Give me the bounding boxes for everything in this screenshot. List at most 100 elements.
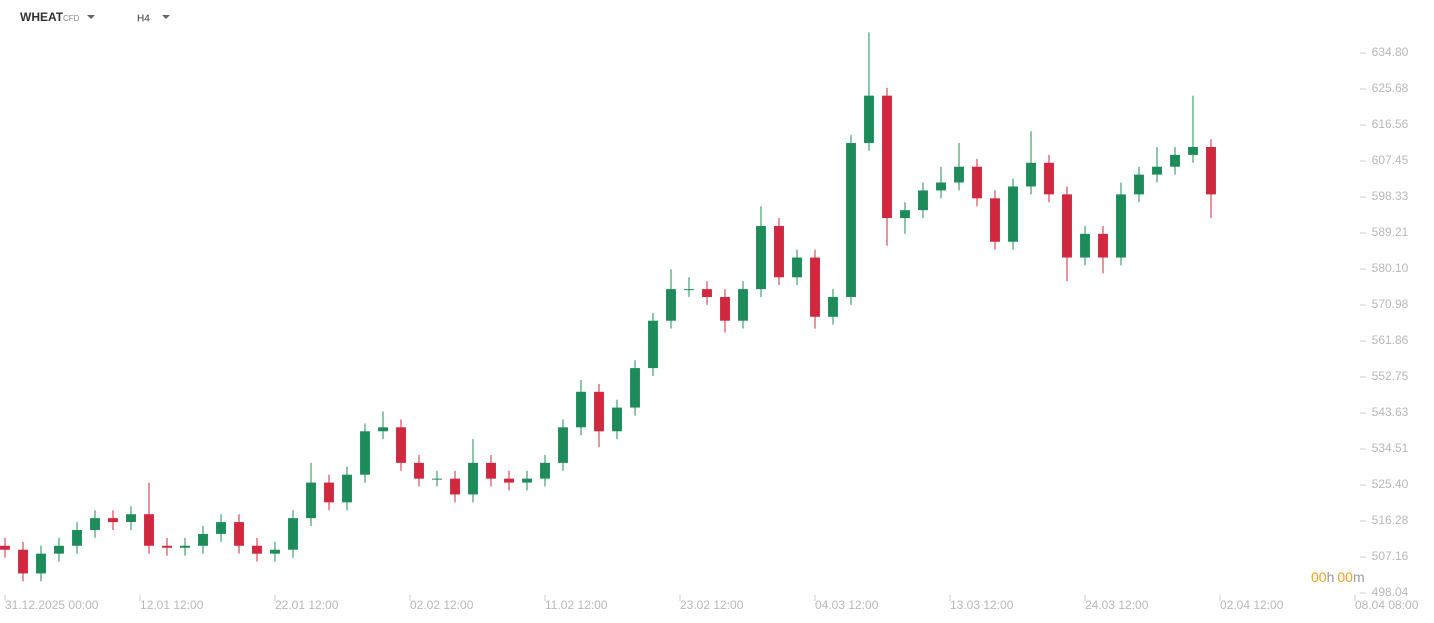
- candle-body: [180, 545, 190, 548]
- candle-body: [252, 545, 262, 554]
- candle-body: [1188, 146, 1198, 155]
- y-tick-label: 516.28: [1372, 513, 1409, 527]
- candle-body: [450, 478, 460, 495]
- candle-body: [900, 210, 910, 219]
- candle-body: [288, 518, 298, 550]
- candle-body: [990, 198, 1000, 242]
- x-tick-label: 08.04 08:00: [1355, 598, 1419, 612]
- candle-body: [612, 407, 622, 432]
- candle-body: [756, 225, 766, 290]
- candle-body: [594, 391, 604, 432]
- candle-body: [738, 289, 748, 321]
- y-tick-label: 525.40: [1372, 477, 1409, 491]
- candle-body: [1206, 146, 1216, 195]
- y-tick-label: 580.10: [1372, 261, 1409, 275]
- candle-body: [936, 182, 946, 191]
- instrument-type: CFD: [63, 14, 80, 23]
- candle-body: [1062, 194, 1072, 258]
- y-tick-label: 616.56: [1372, 117, 1409, 131]
- x-tick-label: 24.03 12:00: [1085, 598, 1149, 612]
- x-tick-label: 02.04 12:00: [1220, 598, 1284, 612]
- candle-body: [468, 462, 478, 495]
- x-tick-label: 23.02 12:00: [680, 598, 744, 612]
- candle-body: [576, 391, 586, 428]
- candle-body: [90, 518, 100, 530]
- countdown-m: m: [1353, 569, 1365, 585]
- x-tick-label: 31.12.2025 00:00: [5, 598, 99, 612]
- candle-body: [324, 482, 334, 503]
- candle-body: [540, 462, 550, 479]
- candle-body: [864, 95, 874, 144]
- candle-body: [126, 514, 136, 523]
- y-tick-label: 598.33: [1372, 189, 1409, 203]
- candle-body: [0, 545, 10, 550]
- candle-body: [144, 514, 154, 546]
- candle-body: [630, 368, 640, 408]
- candle-body: [378, 427, 388, 432]
- y-tick-label: 498.04: [1372, 585, 1409, 599]
- x-tick-label: 13.03 12:00: [950, 598, 1014, 612]
- candle-body: [36, 553, 46, 574]
- x-tick-label: 22.01 12:00: [275, 598, 339, 612]
- countdown-h: h: [1327, 569, 1335, 585]
- candle-body: [720, 297, 730, 321]
- candle-body: [1134, 174, 1144, 195]
- candle-body: [918, 190, 928, 211]
- timeframe-dropdown[interactable]: [162, 15, 170, 19]
- candle-body: [882, 95, 892, 219]
- candle-body: [342, 474, 352, 503]
- candle-body: [432, 478, 442, 480]
- candle-body: [1044, 162, 1054, 195]
- timeframe[interactable]: H4: [137, 14, 150, 25]
- y-tick-label: 570.98: [1372, 297, 1409, 311]
- candle-body: [270, 549, 280, 554]
- y-tick-label: 534.51: [1372, 441, 1409, 455]
- candle-body: [522, 478, 532, 483]
- y-tick-label: 543.63: [1372, 405, 1409, 419]
- y-tick-label: 634.80: [1372, 45, 1409, 59]
- x-tick-label: 04.03 12:00: [815, 598, 879, 612]
- countdown-minutes: 00: [1337, 569, 1353, 585]
- candle-body: [1116, 194, 1126, 258]
- countdown: 00h 00m: [1311, 569, 1365, 585]
- countdown-hours: 00: [1311, 569, 1327, 585]
- candle-body: [198, 533, 208, 546]
- candle-body: [792, 257, 802, 278]
- y-tick-label: 625.68: [1372, 81, 1409, 95]
- candle-body: [774, 225, 784, 278]
- y-tick-label: 561.86: [1372, 333, 1409, 347]
- candle-body: [414, 462, 424, 479]
- candle-body: [666, 289, 676, 321]
- symbol-dropdown[interactable]: [87, 15, 95, 19]
- candle-body: [1152, 166, 1162, 175]
- candle-body: [1170, 154, 1180, 167]
- header: WHEAT CFD H4: [20, 10, 170, 25]
- candle-body: [954, 166, 964, 183]
- candle-body: [486, 462, 496, 479]
- candle-body: [972, 166, 982, 199]
- candle-body: [558, 427, 568, 463]
- x-tick-label: 02.02 12:00: [410, 598, 474, 612]
- candle-body: [54, 545, 64, 554]
- y-tick-label: 507.16: [1372, 549, 1409, 563]
- y-tick-label: 589.21: [1372, 225, 1409, 239]
- candle-body: [216, 522, 226, 534]
- x-tick-label: 12.01 12:00: [140, 598, 204, 612]
- candle-body: [684, 289, 694, 291]
- candle-body: [648, 320, 658, 369]
- candle-body: [360, 431, 370, 475]
- y-tick-label: 607.45: [1372, 153, 1409, 167]
- candle-body: [234, 522, 244, 546]
- candle-body: [1026, 162, 1036, 187]
- candle-body: [108, 518, 118, 523]
- candle-body: [18, 549, 28, 574]
- x-tick-label: 11.02 12:00: [545, 598, 608, 612]
- symbol[interactable]: WHEAT: [20, 10, 64, 24]
- candle-body: [702, 289, 712, 298]
- candle-body: [1008, 186, 1018, 242]
- candle-body: [162, 545, 172, 548]
- candle-body: [810, 257, 820, 317]
- candle-body: [1098, 233, 1108, 258]
- candle-body: [828, 297, 838, 317]
